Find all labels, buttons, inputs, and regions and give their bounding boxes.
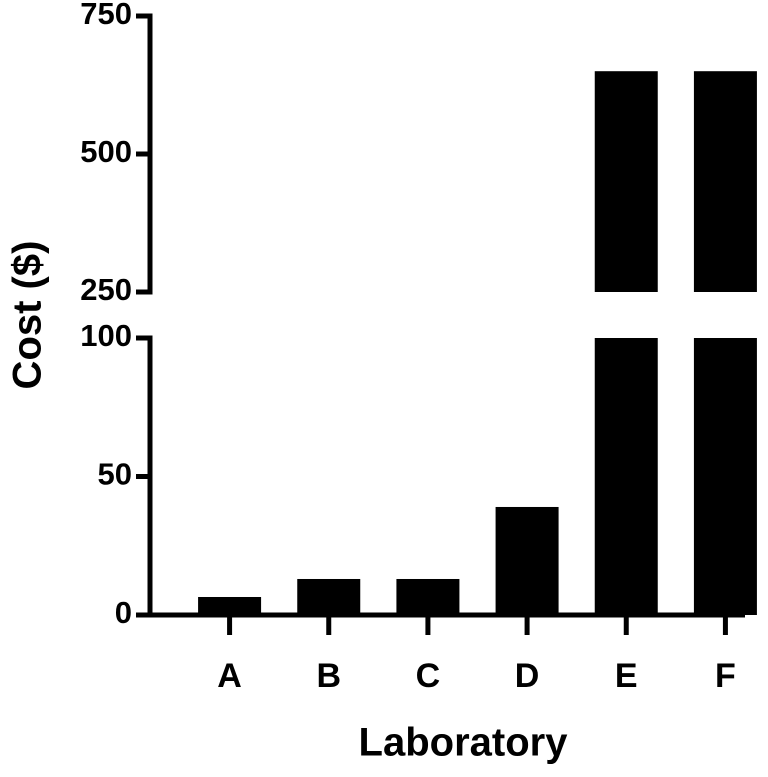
bar	[396, 578, 460, 615]
y-tick-label: 750	[80, 0, 132, 31]
bar	[693, 338, 757, 615]
bar	[594, 71, 658, 292]
bar	[198, 596, 262, 615]
y-tick-label: 250	[80, 272, 132, 307]
y-axis-title: Cost ($)	[6, 241, 50, 390]
x-tick-label: F	[715, 657, 736, 695]
x-tick-label: B	[316, 657, 341, 695]
bar	[495, 506, 559, 615]
x-tick-label: C	[416, 657, 441, 695]
y-tick-label: 50	[98, 457, 132, 492]
y-tick-label: 100	[80, 318, 132, 353]
x-tick-label: D	[515, 657, 540, 695]
y-tick-label: 0	[115, 595, 132, 630]
y-tick-label: 500	[80, 134, 132, 169]
bar	[594, 338, 658, 615]
bar	[693, 71, 757, 292]
x-tick-label: E	[615, 657, 638, 695]
x-tick-label: A	[217, 657, 242, 695]
bar	[297, 578, 361, 615]
x-axis-title: Laboratory	[359, 721, 569, 765]
